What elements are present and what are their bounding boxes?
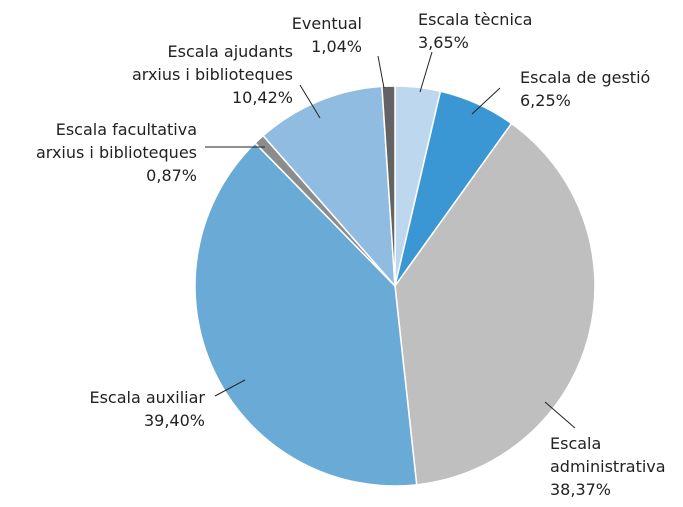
slice-value: 38,37%: [550, 480, 612, 499]
slice-value: 6,25%: [520, 91, 571, 110]
pie-slice: [194, 142, 418, 487]
slice-label: Escala facultativa arxius i biblioteques…: [36, 118, 197, 187]
leader-line: [544, 401, 576, 429]
slice-value: 39,40%: [143, 411, 205, 430]
slice-label: Escala administrativa 38,37%: [550, 432, 666, 501]
pie-slice: [262, 85, 396, 289]
slice-name: Escala tècnica: [418, 10, 533, 29]
slice-value: 0,87%: [146, 166, 197, 185]
slice-name: Eventual: [291, 14, 362, 33]
slice-name: Escala facultativa arxius i biblioteques: [36, 120, 197, 162]
slice-value: 1,04%: [311, 37, 362, 56]
slice-label: Eventual 1,04%: [292, 12, 362, 58]
slice-label: Escala de gestió 6,25%: [520, 66, 650, 112]
slice-name: Escala de gestió: [520, 68, 651, 87]
slice-value: 10,42%: [231, 88, 293, 107]
leader-line: [471, 87, 501, 115]
pie-slice: [394, 122, 596, 486]
slice-value: 3,65%: [418, 33, 469, 52]
leader-line: [419, 51, 433, 93]
pie-slice: [381, 85, 396, 287]
leader-line: [299, 84, 321, 119]
slice-label: Escala ajudants arxius i biblioteques 10,…: [132, 40, 293, 109]
slice-name: Escala administrativa: [550, 434, 666, 476]
leader-line: [377, 55, 385, 89]
slice-name: Escala auxiliar: [89, 388, 205, 407]
leader-line: [214, 379, 246, 397]
slice-label: Escala auxiliar 39,40%: [89, 386, 205, 432]
slice-name: Escala ajudants arxius i biblioteques: [132, 42, 293, 84]
slice-label: Escala tècnica 3,65%: [418, 8, 532, 54]
